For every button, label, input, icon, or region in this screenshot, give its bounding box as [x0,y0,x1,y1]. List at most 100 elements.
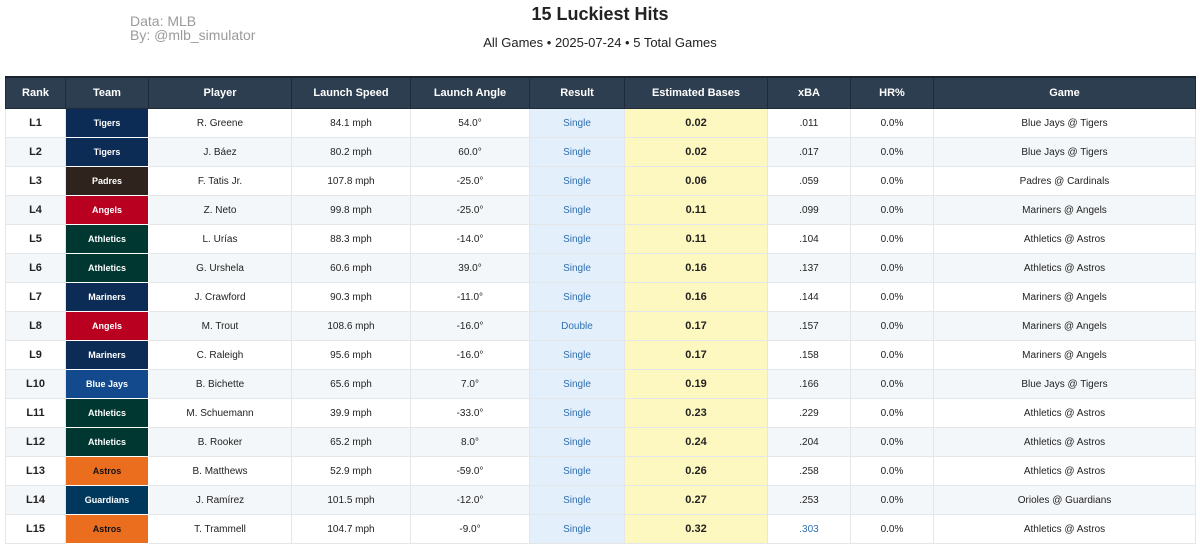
game-cell: Athletics @ Astros [933,224,1196,254]
result-cell: Single [529,456,625,486]
result-cell: Single [529,340,625,370]
hr-pct-cell: 0.0% [850,282,934,312]
launch-angle-cell: -9.0° [410,514,530,544]
estimated-bases-cell: 0.23 [624,398,768,428]
col-header-launch-speed[interactable]: Launch Speed [291,76,411,109]
launch-speed-cell: 39.9 mph [291,398,411,428]
col-header-result[interactable]: Result [529,76,625,109]
result-cell: Single [529,166,625,196]
col-header-estimated-bases[interactable]: Estimated Bases [624,76,768,109]
team-badge: Athletics [65,427,149,457]
hr-pct-cell: 0.0% [850,137,934,167]
game-cell: Orioles @ Guardians [933,485,1196,515]
table-row: L15 Astros T. Trammell 104.7 mph -9.0° Single… [5,514,1196,544]
launch-speed-cell: 107.8 mph [291,166,411,196]
table-row: L5 Athletics L. Urías 88.3 mph -14.0° Single 0… [5,224,1196,254]
hr-pct-cell: 0.0% [850,485,934,515]
team-badge: Tigers [65,137,149,167]
game-cell: Mariners @ Angels [933,282,1196,312]
estimated-bases-cell: 0.27 [624,485,768,515]
game-cell: Athletics @ Astros [933,456,1196,486]
game-cell: Mariners @ Angels [933,340,1196,370]
rank-cell: L15 [5,514,66,544]
hr-pct-cell: 0.0% [850,195,934,225]
estimated-bases-cell: 0.02 [624,137,768,167]
col-header-hr-pct[interactable]: HR% [850,76,934,109]
team-badge: Padres [65,166,149,196]
rank-cell: L3 [5,166,66,196]
launch-angle-cell: 39.0° [410,253,530,283]
estimated-bases-cell: 0.11 [624,195,768,225]
xba-cell: .204 [767,427,851,457]
estimated-bases-cell: 0.02 [624,108,768,138]
player-cell: B. Matthews [148,456,292,486]
game-cell: Blue Jays @ Tigers [933,108,1196,138]
result-cell: Single [529,282,625,312]
estimated-bases-cell: 0.19 [624,369,768,399]
xba-cell: .229 [767,398,851,428]
launch-speed-cell: 99.8 mph [291,195,411,225]
team-badge: Blue Jays [65,369,149,399]
page-title: 15 Luckiest Hits [531,4,669,24]
launch-angle-cell: -59.0° [410,456,530,486]
result-cell: Single [529,514,625,544]
col-header-launch-angle[interactable]: Launch Angle [410,76,530,109]
launch-angle-cell: 8.0° [410,427,530,457]
xba-cell: .158 [767,340,851,370]
launch-speed-cell: 52.9 mph [291,456,411,486]
game-cell: Athletics @ Astros [933,427,1196,457]
xba-cell: .099 [767,195,851,225]
player-cell: L. Urías [148,224,292,254]
table-row: L1 Tigers R. Greene 84.1 mph 54.0° Single 0.02… [5,108,1196,138]
page-subtitle: All Games • 2025-07-24 • 5 Total Games [483,35,717,50]
launch-speed-cell: 90.3 mph [291,282,411,312]
rank-cell: L14 [5,485,66,515]
rank-cell: L10 [5,369,66,399]
table-row: L4 Angels Z. Neto 99.8 mph -25.0° Single 0.11.… [5,195,1196,225]
team-badge: Athletics [65,253,149,283]
launch-angle-cell: -14.0° [410,224,530,254]
result-cell: Single [529,485,625,515]
col-header-player[interactable]: Player [148,76,292,109]
xba-cell: .104 [767,224,851,254]
estimated-bases-cell: 0.06 [624,166,768,196]
team-badge: Tigers [65,108,149,138]
xba-cell: .144 [767,282,851,312]
estimated-bases-cell: 0.32 [624,514,768,544]
hr-pct-cell: 0.0% [850,166,934,196]
hr-pct-cell: 0.0% [850,427,934,457]
result-cell: Single [529,108,625,138]
estimated-bases-cell: 0.26 [624,456,768,486]
col-header-xba[interactable]: xBA [767,76,851,109]
result-cell: Single [529,253,625,283]
credits: Data: MLB By: @mlb_simulator [130,14,255,42]
player-cell: B. Rooker [148,427,292,457]
launch-speed-cell: 104.7 mph [291,514,411,544]
launch-speed-cell: 80.2 mph [291,137,411,167]
table-row: L8 Angels M. Trout 108.6 mph -16.0° Double 0.1… [5,311,1196,341]
result-cell: Double [529,311,625,341]
game-cell: Padres @ Cardinals [933,166,1196,196]
xba-cell: .166 [767,369,851,399]
result-cell: Single [529,398,625,428]
player-cell: M. Schuemann [148,398,292,428]
rank-cell: L5 [5,224,66,254]
game-cell: Athletics @ Astros [933,253,1196,283]
col-header-game[interactable]: Game [933,76,1196,109]
launch-speed-cell: 95.6 mph [291,340,411,370]
col-header-team[interactable]: Team [65,76,149,109]
launch-angle-cell: -16.0° [410,311,530,341]
hr-pct-cell: 0.0% [850,398,934,428]
estimated-bases-cell: 0.17 [624,311,768,341]
rank-cell: L11 [5,398,66,428]
xba-cell: .011 [767,108,851,138]
rank-cell: L13 [5,456,66,486]
team-badge: Athletics [65,398,149,428]
launch-angle-cell: -25.0° [410,166,530,196]
launch-speed-cell: 101.5 mph [291,485,411,515]
rank-cell: L9 [5,340,66,370]
col-header-rank[interactable]: Rank [5,76,66,109]
rank-cell: L8 [5,311,66,341]
result-cell: Single [529,224,625,254]
estimated-bases-cell: 0.17 [624,340,768,370]
